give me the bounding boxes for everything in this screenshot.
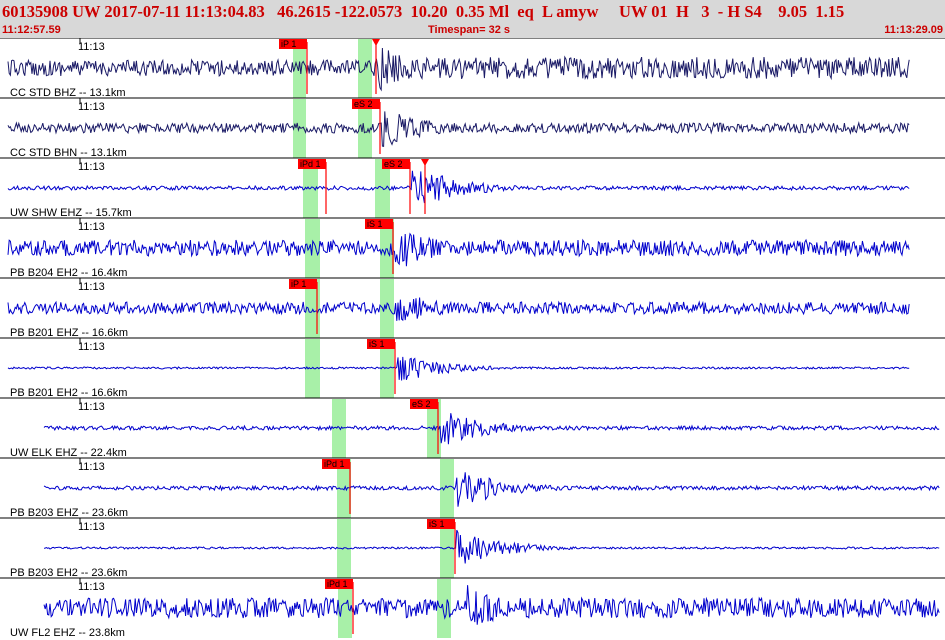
- trace-row[interactable]: iP 1 11:13 PB B201 EHZ -- 16.6km: [0, 277, 945, 339]
- pick-flag[interactable]: [365, 219, 393, 229]
- trace-row[interactable]: iP 1 11:13 CC STD BHZ -- 13.1km: [0, 38, 945, 99]
- pick-flag[interactable]: [367, 339, 395, 349]
- timespan: Timespan= 32 s: [428, 24, 511, 36]
- waveform: [43, 585, 940, 625]
- pick-window: [358, 99, 372, 158]
- pick-label: iPd 1: [327, 579, 348, 589]
- minute-label: 11:13: [78, 41, 105, 53]
- minute-label: 11:13: [78, 281, 105, 293]
- trace-row[interactable]: iPd 1 11:13 UW FL2 EHZ -- 23.8km: [0, 577, 945, 639]
- pick-marker[interactable]: [372, 39, 380, 46]
- trace-row[interactable]: iS 1 11:13 PB B204 EH2 -- 16.4km: [0, 217, 945, 279]
- waveform: [7, 170, 910, 204]
- pick-flag[interactable]: [289, 279, 317, 289]
- station-label: PB B203 EH2 -- 23.6km: [10, 567, 127, 579]
- minute-label: 11:13: [78, 461, 105, 473]
- waveform: [7, 47, 910, 92]
- minute-label: 11:13: [78, 101, 105, 113]
- pick-marker[interactable]: [421, 159, 429, 166]
- pick-label: iS 1: [369, 339, 385, 349]
- station-label: PB B204 EH2 -- 16.4km: [10, 267, 127, 279]
- station-label: UW SHW EHZ -- 15.7km: [10, 207, 132, 219]
- pick-label: iP 1: [291, 279, 306, 289]
- trace-row[interactable]: iPd 1 eS 2 11:13 UW SHW EHZ -- 15.7km: [0, 157, 945, 219]
- station-label: PB B201 EHZ -- 16.6km: [10, 327, 128, 339]
- pick-window: [337, 519, 351, 578]
- pick-label: iPd 1: [324, 459, 345, 469]
- station-label: UW FL2 EHZ -- 23.8km: [10, 627, 125, 639]
- waveform: [7, 297, 910, 322]
- pick-window: [305, 339, 320, 398]
- pick-label: eS 2: [384, 159, 403, 169]
- pick-window: [332, 399, 346, 458]
- trace-row[interactable]: eS 2 11:13 CC STD BHN -- 13.1km: [0, 97, 945, 159]
- pick-flag[interactable]: [352, 99, 380, 109]
- minute-label: 11:13: [78, 521, 105, 533]
- waveform: [7, 111, 910, 148]
- waveform: [43, 413, 940, 445]
- pick-label: iS 1: [367, 219, 383, 229]
- station-label: PB B201 EH2 -- 16.6km: [10, 387, 127, 399]
- minute-label: 11:13: [78, 221, 105, 233]
- pick-label: eS 2: [354, 99, 373, 109]
- pick-flag[interactable]: [382, 159, 410, 169]
- pick-label: iP 1: [281, 39, 296, 49]
- time-range-bar: 11:12:57.59 Timespan= 32 s 11:13:29.09: [0, 23, 945, 38]
- pick-window: [293, 39, 306, 98]
- pick-flag[interactable]: [279, 39, 307, 49]
- minute-label: 11:13: [78, 341, 105, 353]
- pick-flag[interactable]: [325, 579, 353, 589]
- pick-flag[interactable]: [322, 459, 350, 469]
- station-label: CC STD BHN -- 13.1km: [10, 147, 127, 159]
- minute-label: 11:13: [78, 581, 105, 593]
- minute-label: 11:13: [78, 161, 105, 173]
- waveform: [43, 472, 940, 507]
- pick-window: [437, 579, 451, 638]
- trace-row[interactable]: iPd 1 11:13 PB B203 EHZ -- 23.6km: [0, 457, 945, 519]
- pick-label: iS 1: [429, 519, 445, 529]
- waveform: [7, 232, 910, 267]
- seismogram-canvas[interactable]: iP 1 11:13 CC STD BHZ -- 13.1km eS 2 11:13 CC…: [0, 38, 945, 640]
- trace-row[interactable]: eS 2 11:13 UW ELK EHZ -- 22.4km: [0, 397, 945, 459]
- pick-label: eS 2: [412, 399, 431, 409]
- pick-window: [440, 519, 454, 578]
- start-time: 11:12:57.59: [2, 24, 61, 36]
- event-header: 60135908 UW 2017-07-11 11:13:04.83 46.26…: [0, 0, 945, 38]
- station-label: CC STD BHZ -- 13.1km: [10, 87, 126, 99]
- pick-flag[interactable]: [427, 519, 455, 529]
- waveform: [7, 356, 910, 381]
- event-summary: 60135908 UW 2017-07-11 11:13:04.83 46.26…: [2, 2, 845, 21]
- pick-window: [380, 279, 394, 338]
- pick-window: [305, 279, 320, 338]
- trace-row[interactable]: iS 1 11:13 PB B201 EH2 -- 16.6km: [0, 337, 945, 399]
- pick-window: [338, 579, 352, 638]
- pick-flag[interactable]: [410, 399, 438, 409]
- minute-label: 11:13: [78, 401, 105, 413]
- trace-row[interactable]: iS 1 11:13 PB B203 EH2 -- 23.6km: [0, 517, 945, 579]
- end-time: 11:13:29.09: [884, 24, 943, 36]
- station-label: UW ELK EHZ -- 22.4km: [10, 447, 127, 459]
- pick-label: iPd 1: [300, 159, 321, 169]
- waveform: [43, 529, 940, 564]
- pick-window: [440, 459, 454, 518]
- seismogram-panel[interactable]: iP 1 11:13 CC STD BHZ -- 13.1km eS 2 11:13 CC…: [0, 38, 945, 640]
- pick-flag[interactable]: [298, 159, 326, 169]
- station-label: PB B203 EHZ -- 23.6km: [10, 507, 128, 519]
